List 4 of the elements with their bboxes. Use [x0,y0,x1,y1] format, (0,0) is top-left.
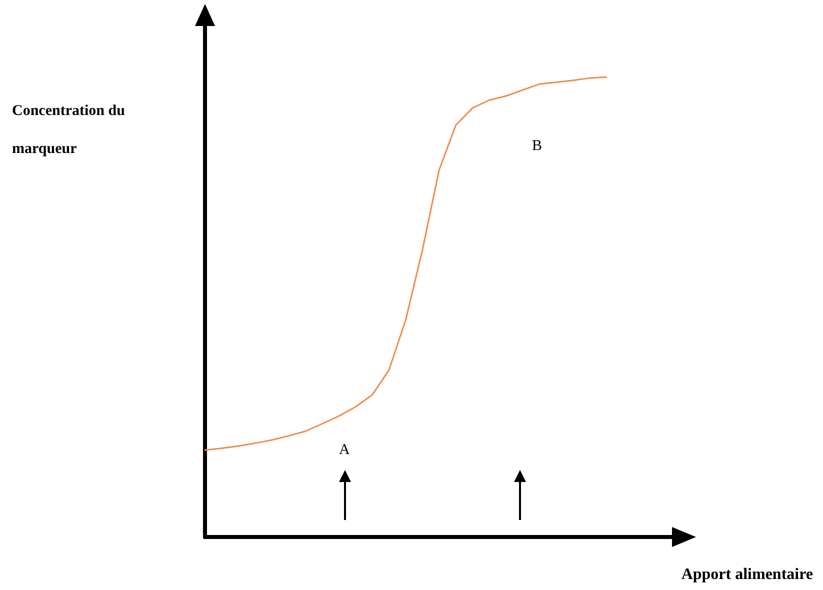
text: Concentration du marqueur [12,103,125,157]
annotation: B [532,138,542,155]
x-axis-title: Apport alimentaire [681,566,813,584]
annotation: A [339,442,350,459]
